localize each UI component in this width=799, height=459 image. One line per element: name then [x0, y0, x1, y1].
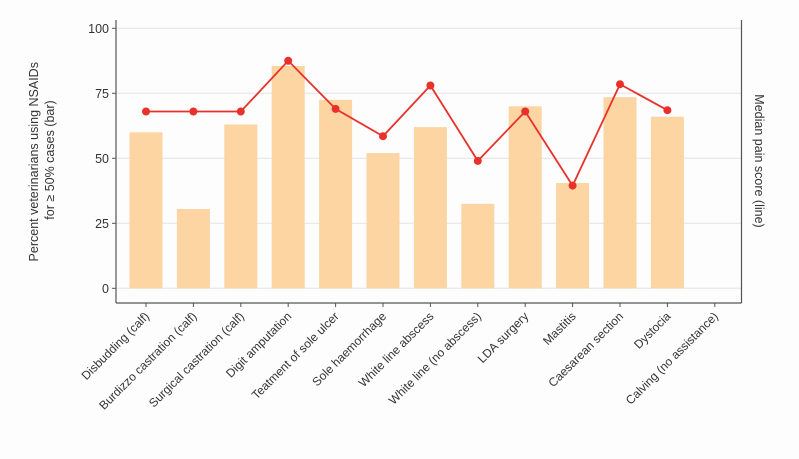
bar [129, 132, 163, 289]
y-tick-label: 75 [95, 87, 109, 101]
pain-point [142, 107, 150, 116]
y-axis-label-right: Median pain score (line) [752, 94, 766, 227]
y-label-line-2: for ≥ 50% cases (bar) [43, 100, 57, 219]
bar [461, 203, 495, 289]
bar [319, 99, 353, 289]
bar [650, 116, 684, 289]
y-tick-label: 50 [95, 152, 109, 166]
x-tick-label: Mastitis [540, 309, 579, 348]
x-tick-label: White line (no abscess) [386, 309, 484, 407]
pain-point [189, 107, 198, 116]
y-tick-label: 100 [88, 22, 109, 36]
pain-point [521, 107, 530, 116]
x-tick-label: Calving (no assistance) [623, 309, 721, 407]
pain-line [142, 56, 672, 190]
x-tick-label: Teatment of sole ulcer [249, 309, 342, 402]
bar [366, 153, 400, 289]
pain-point [663, 106, 672, 115]
y-ticks: 0 25 50 75 100 [88, 22, 116, 296]
bar [413, 127, 447, 289]
pain-point [426, 81, 435, 90]
x-tick-label: LDA surgery [475, 309, 532, 366]
pain-point [331, 104, 340, 113]
y-tick-label: 0 [102, 282, 109, 296]
bar [508, 106, 542, 289]
bars [129, 66, 684, 289]
x-tick-label: Dystocia [631, 309, 674, 352]
pain-point [616, 80, 624, 89]
bar [603, 97, 637, 289]
bar [224, 124, 258, 289]
bar [176, 209, 210, 289]
pain-line-path [146, 59, 668, 188]
pain-point [379, 132, 387, 141]
pain-point [473, 156, 482, 165]
bar [271, 66, 305, 289]
x-ticks: Disbudding (calf)Burdizzo castration (ca… [79, 303, 721, 412]
y-label-line-1: Percent veterinarians using NSAIDs [27, 62, 41, 261]
pain-point [568, 181, 577, 190]
bar [556, 183, 590, 289]
x-tick-label: Surgical castration (calf) [146, 309, 247, 410]
y-axis-label-left: Percent veterinarians using NSAIDs for ≥… [27, 59, 57, 262]
y-tick-label: 25 [95, 217, 109, 231]
pain-point [284, 56, 293, 65]
pain-point [236, 107, 245, 116]
